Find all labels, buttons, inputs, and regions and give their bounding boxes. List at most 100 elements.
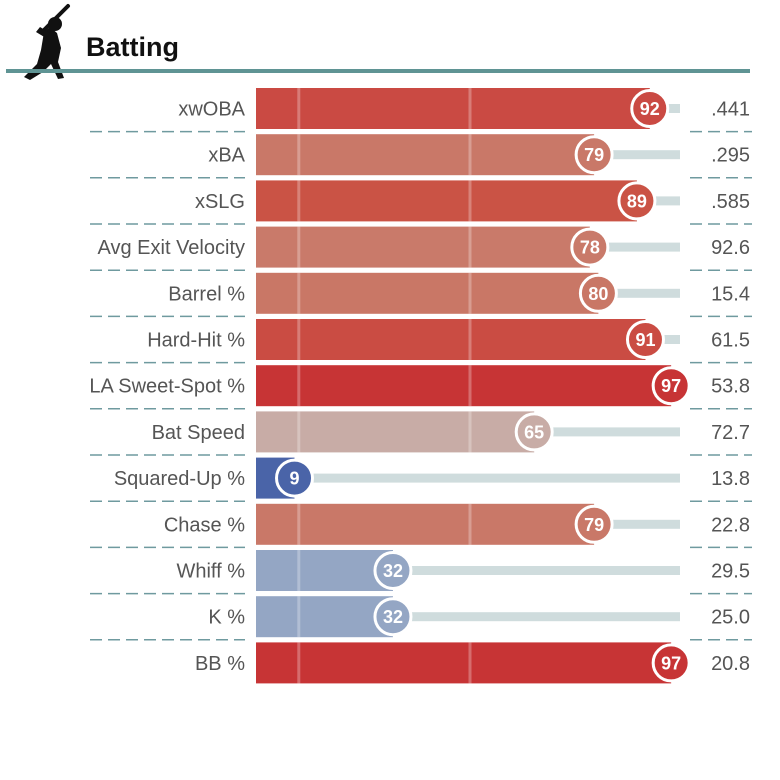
gridline <box>297 642 301 684</box>
metric-value: 92.6 <box>711 237 750 259</box>
metric-label: Avg Exit Velocity <box>98 237 245 259</box>
percentile-bar <box>256 88 650 129</box>
percentile-label: 79 <box>584 145 604 165</box>
gridline <box>297 550 301 591</box>
gridline <box>468 365 472 407</box>
metric-label: xBA <box>208 145 245 167</box>
track-bar <box>598 288 680 298</box>
metric-value: 61.5 <box>711 330 750 352</box>
gridline <box>468 272 472 314</box>
gridline <box>297 365 301 407</box>
percentile-marker <box>275 458 315 498</box>
gridline <box>297 596 301 638</box>
track-bar <box>294 473 680 483</box>
chart-title: Batting <box>86 32 179 62</box>
gridline <box>468 319 472 360</box>
metric-label: K % <box>208 607 245 629</box>
gridline <box>297 88 301 129</box>
metric-label: Squared-Up % <box>114 468 245 490</box>
gridline <box>468 134 472 176</box>
metric-value: 29.5 <box>711 561 750 583</box>
percentile-label: 65 <box>524 422 544 442</box>
percentile-bar <box>256 642 672 684</box>
percentile-bar <box>256 180 637 222</box>
track-bar <box>392 612 680 622</box>
track-bar <box>594 519 680 529</box>
percentile-marker <box>625 320 665 359</box>
metric-value: 25.0 <box>711 607 750 629</box>
metric-label: BB % <box>195 653 245 675</box>
percentile-marker <box>574 504 614 544</box>
percentile-bar <box>256 596 393 638</box>
percentile-marker <box>578 273 618 313</box>
gridline <box>297 226 301 268</box>
percentile-marker <box>373 551 413 590</box>
percentile-bar <box>256 272 599 314</box>
percentile-label: 32 <box>383 561 403 581</box>
track-bar <box>534 427 680 437</box>
percentile-label: 92 <box>640 99 660 119</box>
percentile-bar <box>256 503 595 545</box>
gridline <box>468 642 472 684</box>
metric-value: 15.4 <box>711 283 750 305</box>
percentile-marker <box>617 181 657 221</box>
gridline <box>468 411 472 453</box>
percentile-label: 91 <box>635 330 655 350</box>
percentile-marker <box>373 597 413 637</box>
header-rule <box>6 69 750 73</box>
metric-value: 13.8 <box>711 468 750 490</box>
percentile-label: 89 <box>627 191 647 211</box>
percentile-marker <box>651 366 691 406</box>
percentile-bar <box>256 550 393 591</box>
percentile-bar <box>256 319 646 360</box>
metric-label: Chase % <box>164 514 245 536</box>
track-bar <box>392 566 680 575</box>
gridline <box>297 503 301 545</box>
percentile-marker <box>630 89 670 128</box>
metric-label: Bat Speed <box>152 422 245 444</box>
gridline <box>468 503 472 545</box>
percentile-label: 79 <box>584 515 604 535</box>
percentile-bar <box>256 134 595 176</box>
gridline <box>297 411 301 453</box>
batter-silhouette-icon <box>24 4 70 80</box>
percentile-marker <box>651 643 691 683</box>
gridline <box>297 134 301 176</box>
metric-value: 22.8 <box>711 514 750 536</box>
percentile-marker <box>514 412 554 452</box>
metric-label: xwOBA <box>178 99 245 121</box>
gridline <box>468 226 472 268</box>
percentile-label: 97 <box>661 376 681 396</box>
percentile-label: 9 <box>290 469 300 489</box>
percentile-marker <box>570 227 610 267</box>
metric-value: 72.7 <box>711 422 750 444</box>
metric-label: Whiff % <box>176 561 245 583</box>
chart-rows: 92 xwOBA .441 79 xBA .295 89 xSLG .585 78 Avg Exit… <box>89 88 752 684</box>
gridline <box>297 272 301 314</box>
metric-label: Hard-Hit % <box>147 330 245 352</box>
metric-value: .585 <box>711 191 750 213</box>
track-bar <box>594 150 680 160</box>
percentile-label: 32 <box>383 607 403 627</box>
percentile-bar <box>256 411 535 453</box>
gridline <box>297 319 301 360</box>
metric-value: 20.8 <box>711 653 750 675</box>
percentile-bar <box>256 365 672 407</box>
percentile-bar <box>256 226 590 268</box>
percentile-label: 97 <box>661 653 681 673</box>
track-bar <box>589 242 680 252</box>
gridline <box>468 88 472 129</box>
track-bar <box>636 196 680 206</box>
percentile-label: 80 <box>588 284 608 304</box>
gridline <box>297 180 301 222</box>
metric-label: xSLG <box>195 191 245 213</box>
metric-value: .295 <box>711 145 750 167</box>
metric-value: .441 <box>711 99 750 121</box>
metric-value: 53.8 <box>711 376 750 398</box>
percentile-label: 78 <box>580 238 600 258</box>
metric-label: LA Sweet-Spot % <box>89 376 245 398</box>
metric-label: Barrel % <box>168 283 245 305</box>
gridline <box>468 180 472 222</box>
percentile-marker <box>574 135 614 175</box>
